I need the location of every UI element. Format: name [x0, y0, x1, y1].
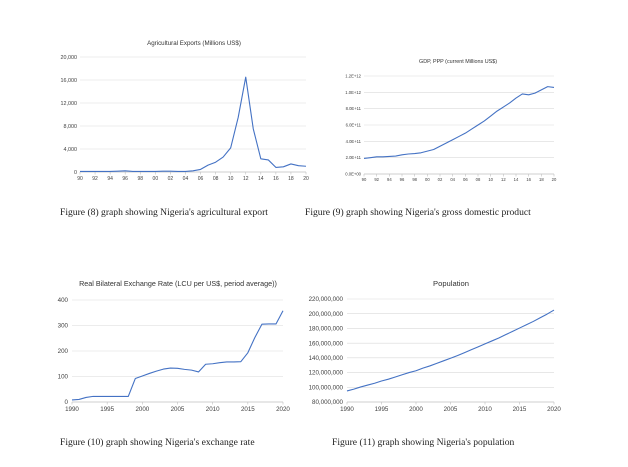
x-tick-label: 14 — [258, 176, 264, 182]
x-tick-label: 2015 — [513, 406, 527, 413]
y-tick-label: 160,000,000 — [309, 340, 344, 347]
y-tick-label: 180,000,000 — [309, 326, 344, 333]
exchange-rate-svg: Real Bilateral Exchange Rate (LCU per US… — [58, 279, 291, 413]
x-tick-label: 2015 — [241, 406, 255, 413]
x-tick-label: 04 — [450, 177, 455, 182]
x-tick-label: 1995 — [100, 406, 114, 413]
gdp-chart: GDP, PPP (current Millions US$) 0.0E+00 2.… — [314, 0, 628, 200]
x-tick-label: 18 — [539, 177, 544, 182]
gdp-svg: GDP, PPP (current Millions US$) 0.0E+00 2.… — [345, 59, 557, 182]
series-line — [80, 76, 307, 172]
x-tick-label: 1990 — [65, 406, 79, 413]
y-tick-label: 20,000 — [61, 55, 78, 61]
y-tick-label: 4,000 — [64, 147, 78, 153]
chart-title: Population — [433, 279, 469, 288]
y-tick-label: 6.0E+11 — [346, 122, 362, 127]
y-tick-label: 16,000 — [61, 78, 78, 84]
x-tick-label: 04 — [183, 176, 189, 182]
x-tick-label: 90 — [362, 177, 367, 182]
y-tick-label: 1.2E+12 — [345, 73, 361, 78]
x-tick-label: 98 — [412, 177, 417, 182]
caption-figure-9: Figure (9) graph showing Nigeria's gross… — [305, 207, 531, 218]
population-svg: Population 80,000,000 100,000,000 120,000,0… — [309, 279, 562, 413]
x-tick-label: 2020 — [276, 406, 290, 413]
exchange-rate-chart: Real Bilateral Exchange Rate (LCU per US… — [0, 270, 314, 430]
x-tick-label: 12 — [243, 176, 249, 182]
y-tick-label: 140,000,000 — [309, 355, 344, 362]
x-tick-label: 02 — [438, 177, 443, 182]
y-tick-label: 12,000 — [61, 101, 78, 107]
y-tick-label: 300 — [58, 323, 69, 330]
x-tick-label: 94 — [387, 177, 392, 182]
x-tick-label: 90 — [77, 176, 83, 182]
y-tick-label: 8,000 — [64, 124, 78, 130]
y-tick-label: 1.0E+12 — [345, 90, 361, 95]
x-tick-label: 10 — [228, 176, 234, 182]
x-tick-label: 06 — [463, 177, 468, 182]
y-tick-label: 2.0E+11 — [346, 155, 362, 160]
x-tick-label: 08 — [476, 177, 481, 182]
x-tick-label: 12 — [501, 177, 506, 182]
x-tick-label: 94 — [107, 176, 113, 182]
x-tick-label: 16 — [273, 176, 279, 182]
x-tick-label: 10 — [488, 177, 493, 182]
x-tick-label: 06 — [198, 176, 204, 182]
chart-title: Agricultural Exports (Millions US$) — [147, 40, 241, 47]
x-tick-label: 00 — [153, 176, 159, 182]
x-tick-label: 1995 — [375, 406, 389, 413]
x-tick-label: 02 — [168, 176, 174, 182]
x-tick-label: 20 — [303, 176, 309, 182]
y-tick-label: 80,000,000 — [312, 399, 344, 406]
series-line — [346, 309, 555, 392]
x-tick-label: 92 — [92, 176, 98, 182]
x-tick-label: 1990 — [340, 406, 354, 413]
chart-title: Real Bilateral Exchange Rate (LCU per US… — [79, 279, 277, 288]
x-tick-label: 2010 — [206, 406, 220, 413]
y-tick-label: 4.0E+11 — [346, 139, 362, 144]
x-tick-label: 2000 — [409, 406, 423, 413]
x-tick-label: 92 — [374, 177, 379, 182]
x-tick-label: 2000 — [135, 406, 149, 413]
caption-figure-8: Figure (8) graph showing Nigeria's agric… — [60, 207, 268, 218]
x-tick-label: 20 — [552, 177, 557, 182]
chart-title: GDP, PPP (current Millions US$) — [419, 59, 497, 65]
y-tick-label: 120,000,000 — [309, 370, 344, 377]
y-tick-label: 100,000,000 — [309, 384, 344, 391]
x-tick-label: 14 — [514, 177, 519, 182]
caption-figure-11: Figure (11) graph showing Nigeria's popu… — [332, 437, 515, 448]
x-tick-label: 2010 — [478, 406, 492, 413]
y-tick-label: 200,000,000 — [309, 311, 344, 318]
x-tick-label: 96 — [122, 176, 128, 182]
x-tick-label: 96 — [400, 177, 405, 182]
x-tick-label: 2020 — [547, 406, 561, 413]
x-tick-label: 98 — [137, 176, 143, 182]
y-tick-label: 100 — [58, 374, 69, 381]
y-tick-label: 0.0E+00 — [345, 171, 361, 176]
caption-figure-10: Figure (10) graph showing Nigeria's exch… — [60, 437, 255, 448]
x-tick-label: 2005 — [171, 406, 185, 413]
population-chart: Population 80,000,000 100,000,000 120,000,0… — [309, 270, 628, 430]
x-tick-label: 18 — [288, 176, 294, 182]
agricultural-exports-chart: Agricultural Exports (Millions US$) 0 4,00… — [0, 0, 314, 200]
y-tick-label: 8.0E+11 — [346, 106, 362, 111]
series-line — [363, 86, 555, 160]
y-tick-label: 220,000,000 — [309, 296, 344, 303]
y-tick-label: 200 — [58, 348, 69, 355]
x-tick-label: 00 — [425, 177, 430, 182]
series-line — [71, 310, 284, 401]
y-tick-label: 0 — [65, 399, 69, 406]
x-tick-label: 2005 — [444, 406, 458, 413]
y-tick-label: 0 — [74, 170, 77, 176]
x-tick-label: 08 — [213, 176, 219, 182]
y-tick-label: 400 — [58, 297, 69, 304]
agricultural-exports-svg: Agricultural Exports (Millions US$) 0 4,00… — [61, 40, 309, 182]
x-tick-label: 16 — [526, 177, 531, 182]
